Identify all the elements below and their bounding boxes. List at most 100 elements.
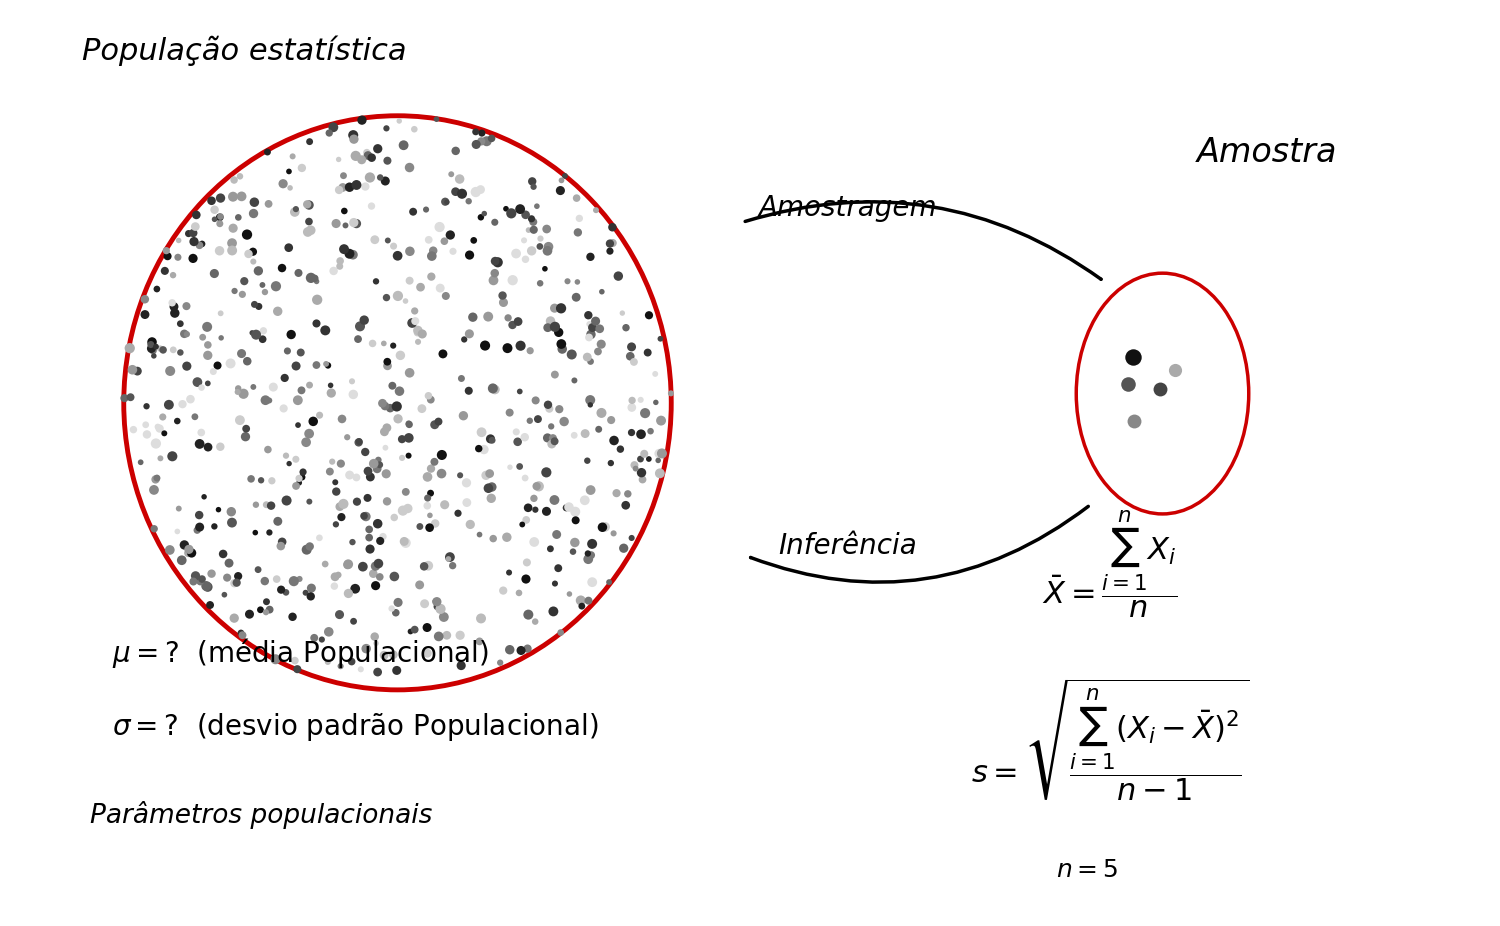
Point — [202, 212, 226, 227]
Point — [386, 248, 410, 263]
Point — [429, 602, 453, 617]
Point — [507, 585, 531, 600]
Point — [152, 409, 176, 424]
Point — [416, 469, 440, 484]
Point — [148, 451, 172, 466]
Point — [606, 269, 630, 283]
Point — [519, 244, 543, 258]
Point — [168, 317, 192, 332]
Point — [448, 468, 472, 482]
Point — [422, 244, 446, 258]
Point — [296, 197, 320, 212]
Point — [423, 455, 447, 469]
Point — [182, 251, 206, 266]
Point — [232, 274, 256, 289]
Point — [525, 199, 549, 214]
Point — [297, 494, 321, 509]
Point — [524, 393, 548, 407]
Point — [405, 325, 429, 340]
Point — [375, 290, 399, 305]
Point — [513, 430, 537, 444]
Point — [494, 201, 517, 216]
Text: População estatística: População estatística — [82, 36, 407, 66]
Point — [416, 620, 440, 635]
Point — [420, 249, 444, 264]
Point — [222, 576, 246, 591]
Point — [592, 519, 616, 534]
Point — [513, 207, 537, 222]
Point — [542, 604, 566, 619]
Point — [282, 574, 306, 589]
Point — [209, 439, 232, 454]
Point — [196, 440, 220, 455]
Point — [274, 585, 298, 600]
Point — [452, 408, 476, 423]
Point — [368, 533, 392, 548]
Point — [586, 344, 610, 359]
Point — [286, 475, 310, 490]
Point — [602, 526, 625, 541]
Point — [516, 500, 540, 515]
Point — [135, 399, 159, 414]
Point — [316, 655, 340, 669]
Point — [514, 512, 538, 527]
Point — [602, 433, 625, 448]
Point — [228, 413, 252, 428]
Point — [363, 629, 387, 644]
Point — [358, 469, 382, 484]
Point — [200, 194, 223, 208]
Point — [586, 422, 610, 437]
Point — [351, 559, 375, 574]
Point — [438, 550, 462, 565]
Point — [426, 414, 450, 429]
Point — [372, 336, 396, 351]
Point — [182, 574, 206, 589]
Point — [160, 268, 184, 282]
Point — [393, 294, 417, 308]
Point — [345, 216, 369, 231]
Point — [291, 465, 315, 480]
Point — [202, 202, 226, 217]
Point — [546, 561, 570, 576]
Point — [237, 607, 261, 621]
Point — [220, 220, 245, 235]
Point — [375, 358, 399, 373]
Point — [297, 214, 321, 229]
Point — [396, 417, 420, 432]
Point — [448, 628, 472, 643]
Point — [542, 431, 566, 445]
Point — [222, 611, 246, 626]
Point — [177, 545, 201, 560]
Point — [206, 358, 230, 373]
Point — [231, 628, 255, 643]
Point — [165, 414, 189, 429]
Point — [278, 164, 302, 179]
Point — [590, 284, 613, 299]
Point — [152, 343, 176, 357]
Point — [584, 203, 608, 218]
Point — [266, 514, 290, 529]
Point — [598, 413, 622, 428]
Point — [332, 169, 356, 183]
Point — [346, 332, 370, 346]
Point — [398, 273, 422, 288]
Point — [427, 281, 451, 295]
Point — [174, 299, 198, 314]
Point — [202, 266, 226, 281]
Point — [177, 542, 201, 557]
Point — [513, 252, 537, 267]
Text: Amostra: Amostra — [1197, 136, 1338, 169]
Point — [134, 307, 158, 322]
Point — [344, 582, 368, 596]
Point — [344, 148, 368, 163]
Point — [140, 341, 164, 356]
Point — [507, 459, 531, 474]
Point — [424, 599, 448, 614]
Point — [509, 384, 532, 399]
Point — [339, 654, 363, 669]
Point — [568, 593, 592, 607]
Point — [408, 578, 432, 593]
Point — [419, 486, 442, 501]
Point — [632, 446, 656, 461]
Point — [579, 354, 603, 369]
